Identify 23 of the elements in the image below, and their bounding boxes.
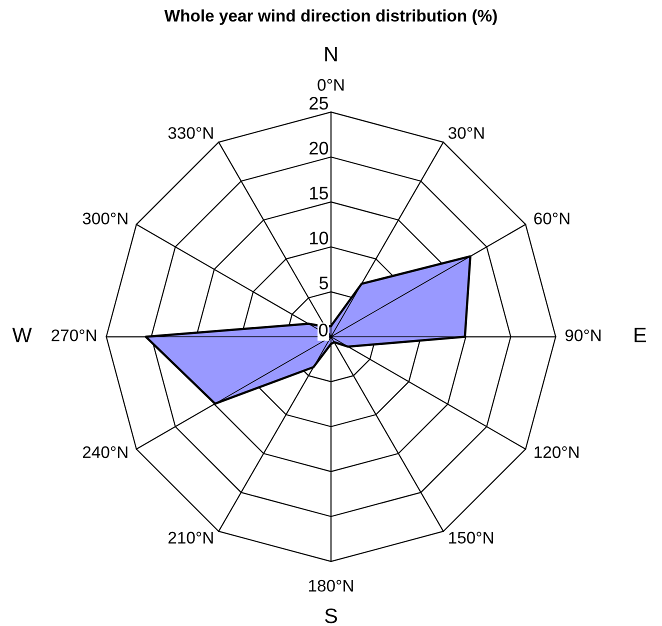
spoke-label: 210°N — [168, 532, 213, 544]
spoke-label: 0°N — [318, 79, 344, 91]
y-tick-label: 25 — [310, 96, 328, 110]
spoke-label: 270°N — [52, 329, 96, 342]
spoke-label: 240°N — [82, 446, 128, 458]
spoke-label: 90°N — [565, 329, 601, 342]
chart-title: Whole year wind direction distribution (%) — [164, 9, 497, 25]
spoke-label: 300°N — [82, 212, 128, 224]
spoke-label: 120°N — [534, 446, 579, 458]
text: N — [325, 46, 337, 62]
y-tick-label: 15 — [310, 186, 328, 200]
spoke-label: 60°N — [534, 212, 570, 224]
y-tick-label: 10 — [310, 232, 328, 244]
spoke-label: 30°N — [448, 127, 484, 139]
text: S — [325, 608, 337, 624]
text: W — [12, 328, 32, 342]
y-tick-label: 0 — [318, 324, 328, 336]
y-tick-label: 5 — [319, 276, 328, 290]
text: E — [634, 328, 646, 342]
y-tick-label: 20 — [310, 142, 328, 155]
spoke-label: 180°N — [309, 580, 353, 592]
spoke-label: 150°N — [449, 532, 493, 544]
spoke-label: 330°N — [168, 127, 213, 139]
